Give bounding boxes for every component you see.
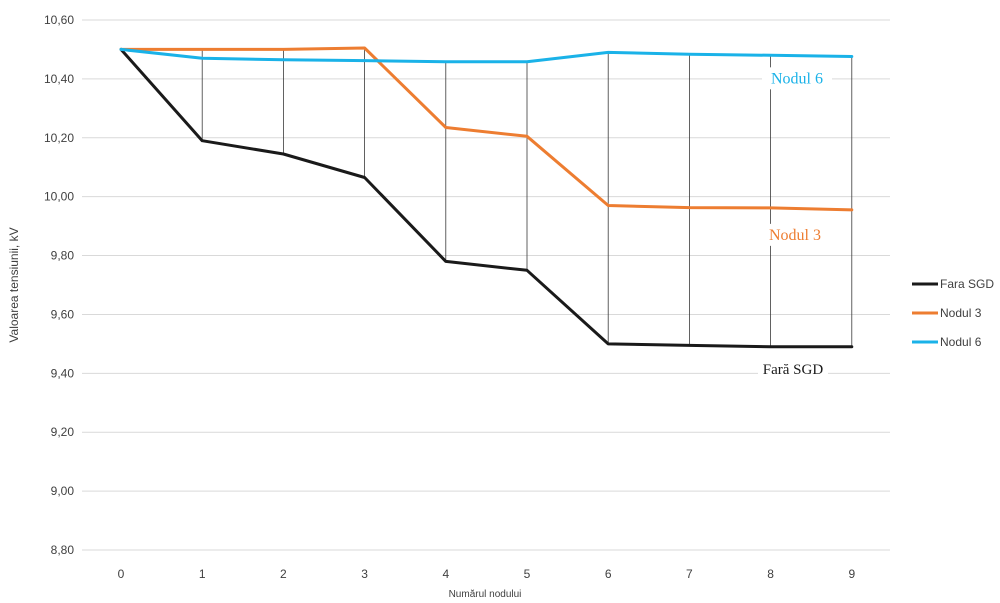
y-tick-label: 9,20 — [51, 425, 75, 439]
x-tick-label: 4 — [442, 567, 449, 581]
annotations: Nodul 6 Nodul 3 Fară SGD — [758, 67, 832, 380]
legend-label: Nodul 6 — [940, 335, 982, 349]
y-tick-label: 9,40 — [51, 366, 75, 380]
y-tick-label: 10,40 — [44, 72, 74, 86]
series-line — [119, 46, 854, 212]
y-tick-label: 10,00 — [44, 190, 74, 204]
x-tick-label: 7 — [686, 567, 693, 581]
y-axis-ticks: 8,80 9,00 9,20 9,40 9,60 9,80 10,00 10,20 10,40 1… — [44, 13, 74, 557]
y-tick-label: 9,60 — [51, 307, 75, 321]
x-tick-label: 8 — [767, 567, 774, 581]
legend: Fara SGD Nodul 3 Nodul 6 — [912, 277, 994, 349]
x-tick-label: 6 — [605, 567, 612, 581]
legend-label: Nodul 3 — [940, 306, 982, 320]
annotation-background — [762, 67, 832, 90]
y-tick-label: 9,00 — [51, 484, 75, 498]
legend-label: Fara SGD — [940, 277, 994, 291]
x-tick-label: 2 — [280, 567, 287, 581]
x-axis-title: Numărul nodului — [449, 589, 522, 600]
x-tick-label: 0 — [118, 567, 125, 581]
y-tick-label: 10,60 — [44, 13, 74, 27]
x-tick-label: 9 — [848, 567, 855, 581]
annotation-background — [758, 357, 828, 380]
x-tick-label: 5 — [524, 567, 531, 581]
series-line — [119, 47, 854, 349]
annotation-background — [760, 223, 830, 246]
y-tick-label: 8,80 — [51, 543, 75, 557]
series-line — [119, 47, 854, 64]
annotation-label: Nodul 6 — [771, 70, 823, 87]
x-tick-label: 3 — [361, 567, 368, 581]
x-tick-label: 1 — [199, 567, 206, 581]
y-tick-label: 10,20 — [44, 131, 74, 145]
annotation-label: Fară SGD — [763, 362, 824, 378]
gridlines — [82, 19, 890, 551]
series-lines — [119, 46, 854, 349]
annotation-label: Nodul 3 — [769, 227, 821, 244]
y-axis-title: Valoarea tensiunii, kV — [7, 227, 21, 342]
drop-lines — [201, 47, 853, 347]
y-tick-label: 9,80 — [51, 249, 75, 263]
x-axis-ticks: 0 1 2 3 4 5 6 7 8 9 — [118, 567, 856, 581]
